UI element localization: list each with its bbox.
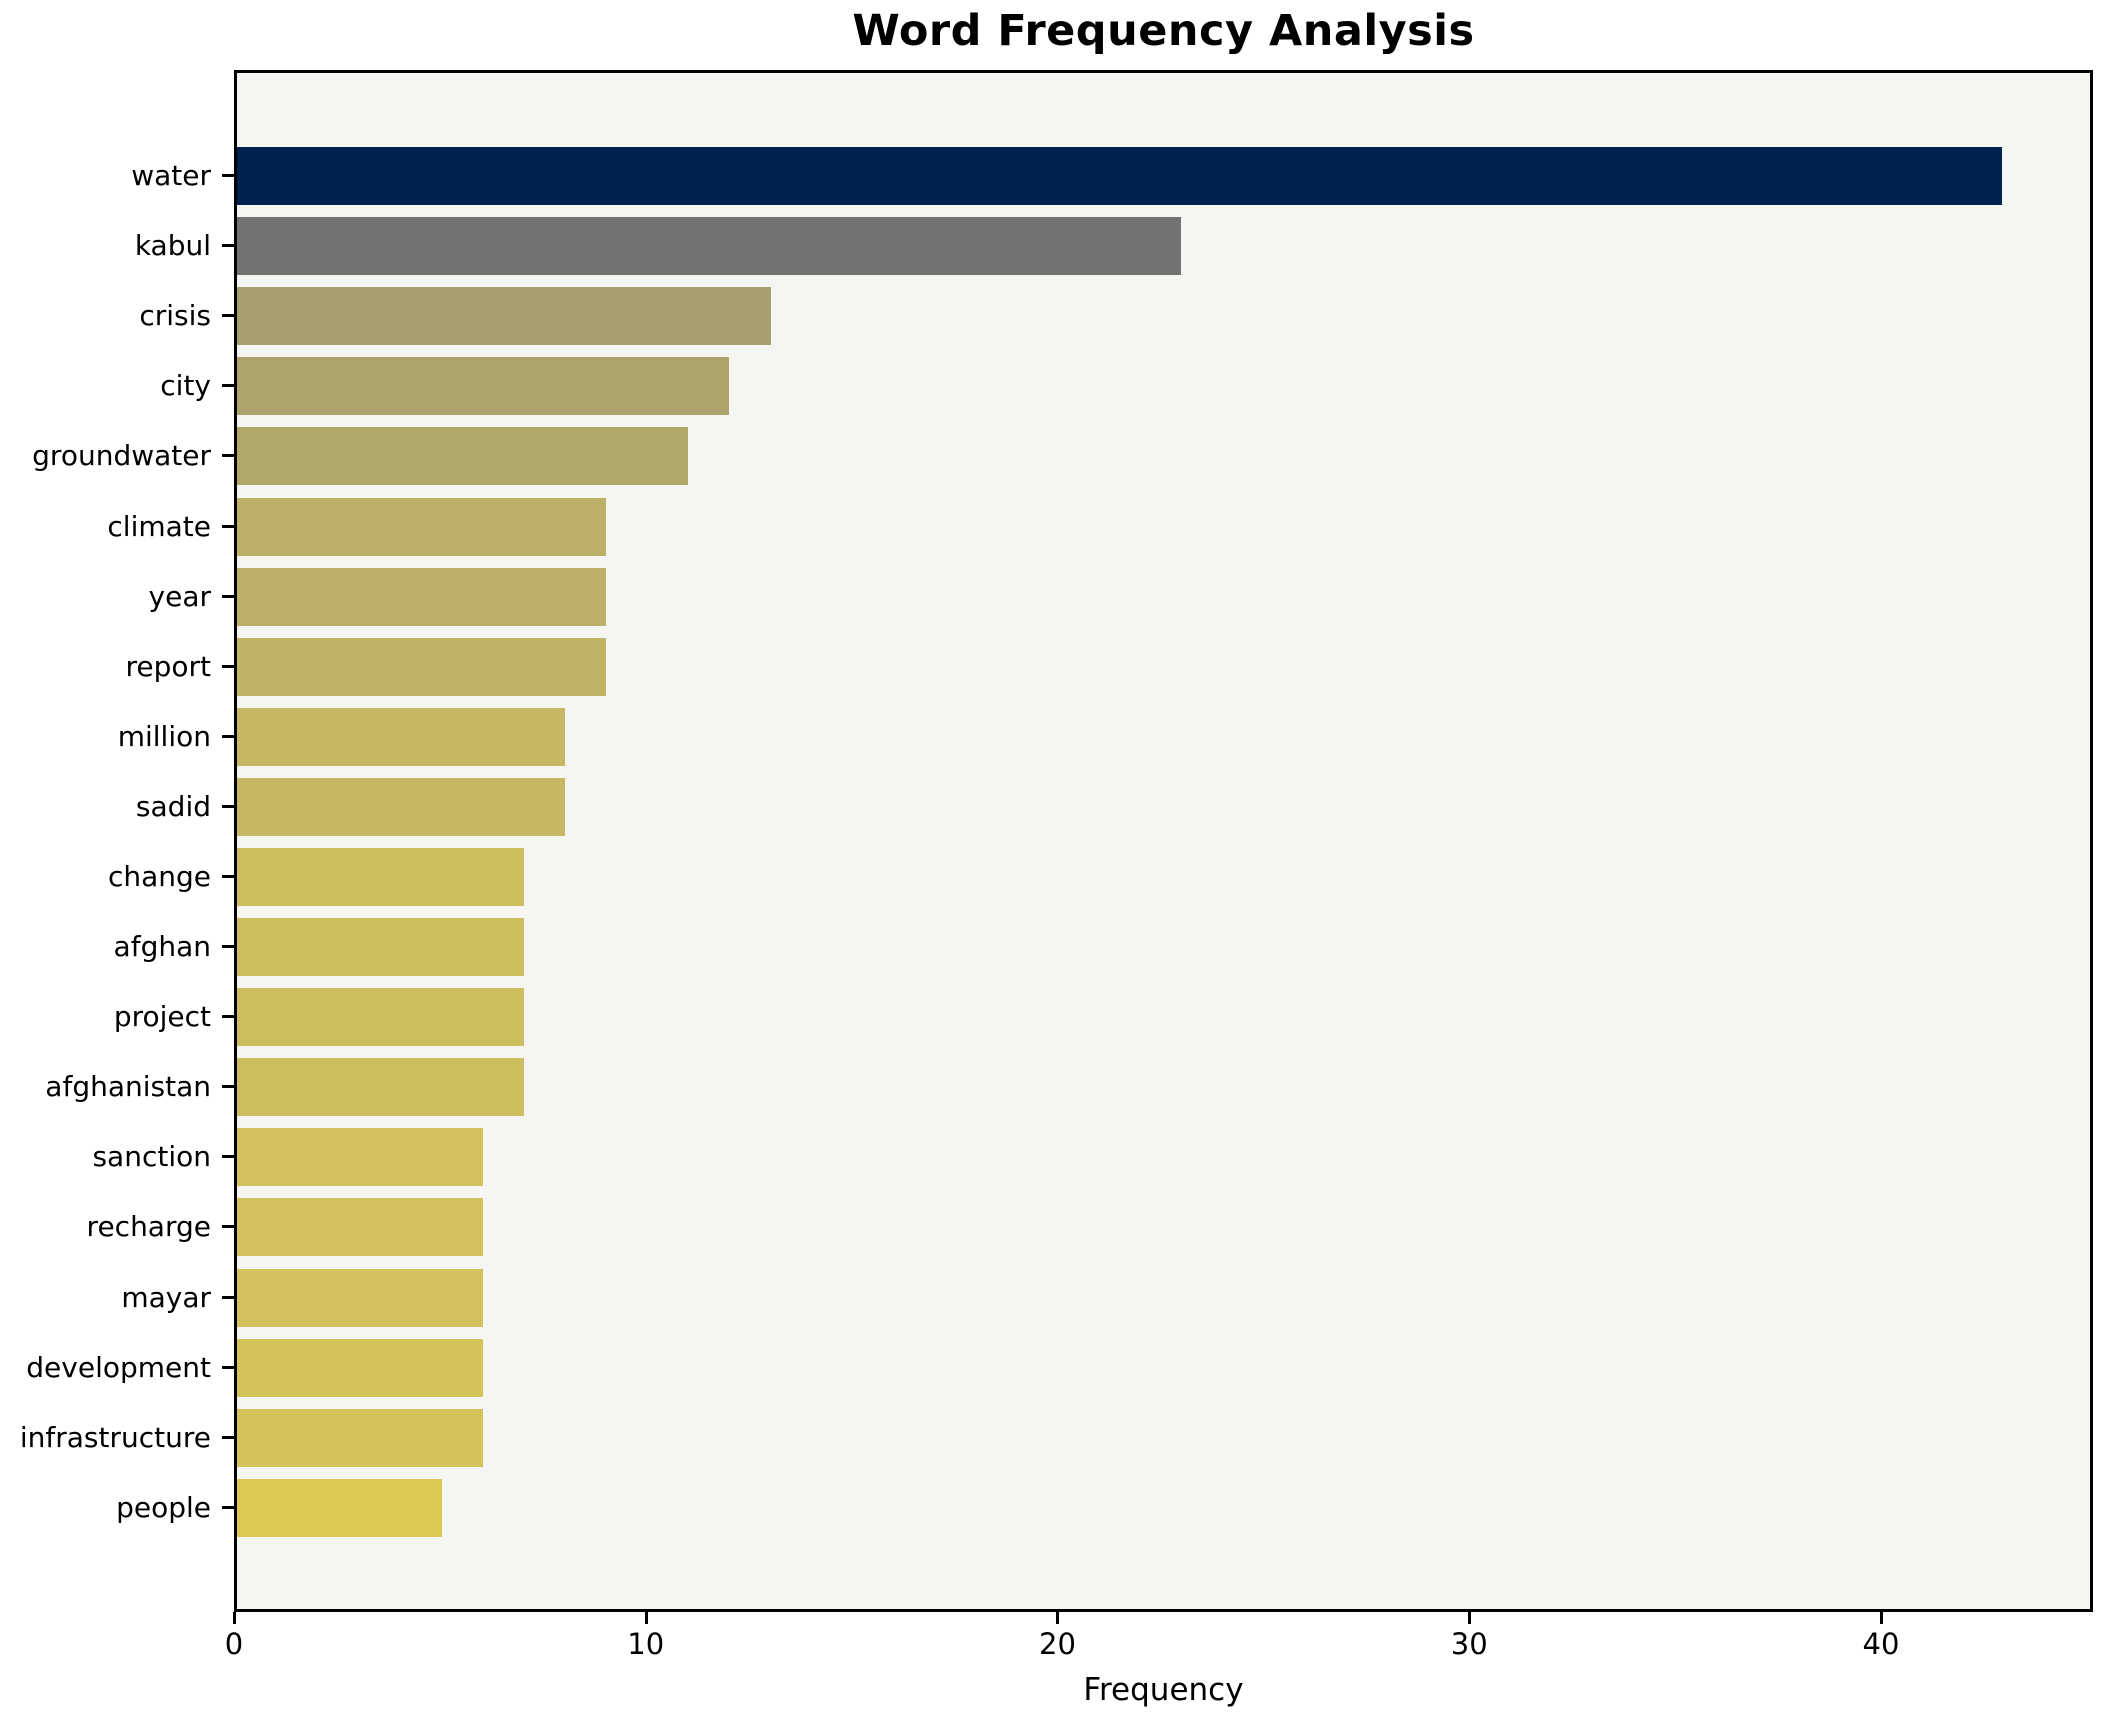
bar-year bbox=[237, 567, 607, 626]
bar-development bbox=[237, 1338, 484, 1397]
bar-row-kabul: kabul bbox=[135, 211, 2090, 281]
y-tick-label: mayar bbox=[121, 1280, 211, 1314]
x-tick-mark bbox=[644, 1612, 648, 1624]
bar-row-crisis: crisis bbox=[139, 281, 2090, 351]
y-tick-mark bbox=[222, 1365, 235, 1369]
y-tick-mark bbox=[222, 945, 235, 949]
y-tick-mark bbox=[222, 244, 235, 248]
y-tick-mark bbox=[222, 1435, 235, 1439]
x-tick-label: 20 bbox=[1039, 1627, 1076, 1661]
bar-water bbox=[237, 147, 2002, 206]
bar-row-sadid: sadid bbox=[136, 772, 2090, 842]
plot-area: water kabul crisis city groundwater climate ye… bbox=[20, 70, 2093, 1612]
y-tick-mark bbox=[222, 454, 235, 458]
y-tick-label: project bbox=[113, 1000, 211, 1034]
bar-mayar bbox=[237, 1268, 484, 1327]
bar-groundwater bbox=[237, 427, 689, 486]
y-tick-label: crisis bbox=[139, 299, 211, 333]
bars-area: water kabul crisis city groundwater climate ye… bbox=[20, 141, 2090, 1543]
x-tick-mark bbox=[1879, 1612, 1883, 1624]
bar-project bbox=[237, 988, 525, 1047]
y-tick-mark bbox=[222, 1225, 235, 1229]
bar-million bbox=[237, 707, 566, 766]
bar-row-infrastructure: infrastructure bbox=[20, 1403, 2090, 1473]
bar-row-recharge: recharge bbox=[87, 1192, 2090, 1262]
bar-afghanistan bbox=[237, 1058, 525, 1117]
y-tick-label: climate bbox=[107, 509, 211, 543]
y-tick-label: development bbox=[26, 1350, 211, 1384]
bar-report bbox=[237, 637, 607, 696]
y-tick-mark bbox=[222, 314, 235, 318]
y-tick-mark bbox=[222, 874, 235, 878]
bar-row-million: million bbox=[118, 702, 2090, 772]
y-tick-mark bbox=[222, 1085, 235, 1089]
y-tick-mark bbox=[222, 1155, 235, 1159]
y-tick-mark bbox=[222, 384, 235, 388]
y-tick-label: water bbox=[131, 159, 211, 193]
y-tick-mark bbox=[222, 174, 235, 178]
y-tick-label: recharge bbox=[86, 1210, 211, 1244]
bar-infrastructure bbox=[237, 1408, 484, 1467]
bar-afghan bbox=[237, 918, 525, 977]
bar-crisis bbox=[237, 287, 771, 346]
bar-row-groundwater: groundwater bbox=[32, 421, 2090, 491]
bar-row-change: change bbox=[108, 842, 2090, 912]
y-tick-label: year bbox=[148, 579, 211, 613]
y-tick-mark bbox=[222, 524, 235, 528]
y-tick-mark bbox=[222, 1015, 235, 1019]
bar-row-climate: climate bbox=[107, 491, 2090, 561]
y-tick-mark bbox=[222, 1505, 235, 1509]
x-tick-mark bbox=[1468, 1612, 1472, 1624]
bar-climate bbox=[237, 497, 607, 556]
bar-row-city: city bbox=[160, 351, 2090, 421]
y-tick-mark bbox=[222, 734, 235, 738]
bar-row-afghan: afghan bbox=[114, 912, 2090, 982]
x-axis-label: Frequency bbox=[1083, 1672, 1244, 1708]
x-tick-label: 30 bbox=[1450, 1627, 1488, 1661]
y-tick-label: report bbox=[125, 649, 211, 683]
x-tick-label: 10 bbox=[627, 1627, 665, 1661]
y-tick-label: sadid bbox=[135, 789, 211, 823]
x-tick-mark bbox=[233, 1612, 236, 1624]
bar-recharge bbox=[237, 1198, 484, 1257]
bar-row-sanction: sanction bbox=[92, 1122, 2090, 1192]
bar-row-report: report bbox=[125, 632, 2090, 702]
bar-row-project: project bbox=[114, 982, 2090, 1052]
x-tick-label: 0 bbox=[224, 1627, 244, 1661]
y-tick-label: afghanistan bbox=[45, 1070, 211, 1104]
y-tick-mark bbox=[222, 594, 235, 598]
bar-row-people: people bbox=[116, 1473, 2090, 1543]
bar-change bbox=[237, 847, 525, 906]
y-tick-label: million bbox=[117, 719, 211, 753]
x-tick-mark bbox=[1056, 1612, 1060, 1624]
chart-title: Word Frequency Analysis bbox=[852, 6, 1475, 56]
y-tick-label: city bbox=[160, 369, 211, 403]
y-tick-mark bbox=[222, 804, 235, 808]
y-tick-label: sanction bbox=[92, 1140, 211, 1174]
bar-row-development: development bbox=[26, 1333, 2090, 1403]
y-tick-label: kabul bbox=[134, 229, 211, 263]
y-tick-label: groundwater bbox=[32, 439, 211, 473]
x-tick-label: 40 bbox=[1862, 1627, 1900, 1661]
bar-row-year: year bbox=[149, 562, 2090, 632]
y-tick-label: people bbox=[116, 1490, 211, 1524]
y-tick-mark bbox=[222, 1295, 235, 1299]
bar-row-water: water bbox=[131, 141, 2090, 211]
y-tick-label: afghan bbox=[113, 930, 211, 964]
bar-row-mayar: mayar bbox=[121, 1263, 2090, 1333]
y-tick-label: infrastructure bbox=[19, 1420, 211, 1454]
y-tick-mark bbox=[222, 664, 235, 668]
bar-sadid bbox=[237, 777, 566, 836]
bar-row-afghanistan: afghanistan bbox=[45, 1052, 2090, 1122]
bar-city bbox=[237, 357, 730, 416]
bar-people bbox=[237, 1478, 443, 1537]
y-tick-label: change bbox=[107, 859, 211, 893]
bar-kabul bbox=[237, 217, 1181, 276]
bar-sanction bbox=[237, 1128, 484, 1187]
